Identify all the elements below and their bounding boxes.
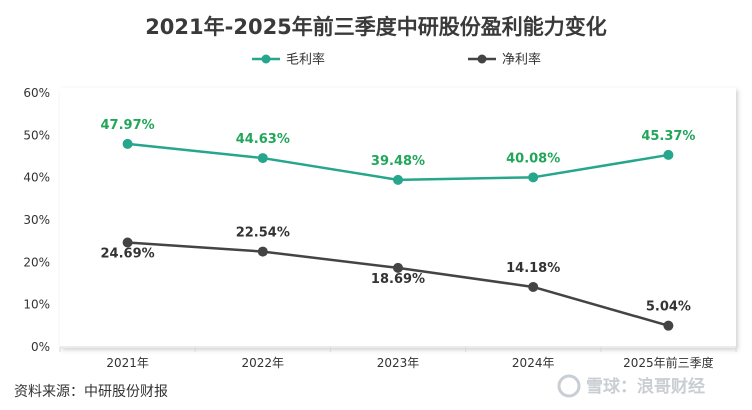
- data-point-net-margin[interactable]: [257, 246, 268, 257]
- watermark-text: 雪球：浪哥财经: [586, 376, 705, 397]
- chart-title: 2021年-2025年前三季度中研股份盈利能力变化: [145, 15, 607, 39]
- legend-label-gross-margin: 毛利率: [286, 52, 325, 68]
- data-label-gross-margin: 39.48%: [371, 154, 425, 169]
- data-labels: 47.97% 44.63% 39.48% 40.08% 45.37% 24.69% 22.5…: [101, 118, 696, 315]
- data-label-net-margin: 24.69%: [101, 246, 155, 261]
- watermark-logo-icon: [557, 374, 581, 398]
- y-tick-label: 0%: [31, 340, 50, 354]
- data-label-gross-margin: 45.37%: [641, 129, 695, 144]
- series-layer: [122, 138, 674, 331]
- y-axis: 0% 10% 20% 30% 40% 50% 60%: [23, 86, 50, 354]
- data-point-net-margin[interactable]: [528, 281, 539, 292]
- y-tick-label: 20%: [23, 255, 50, 269]
- y-tick-label: 30%: [23, 213, 50, 227]
- data-label-gross-margin: 40.08%: [506, 151, 560, 166]
- data-label-gross-margin: 47.97%: [101, 118, 155, 133]
- y-tick-label: 10%: [23, 298, 50, 312]
- watermark: 雪球：浪哥财经: [557, 374, 705, 398]
- data-point-net-margin[interactable]: [393, 262, 403, 273]
- data-label-net-margin: 5.04%: [646, 300, 691, 315]
- legend: 毛利率 净利率: [252, 52, 541, 68]
- data-point-gross-margin[interactable]: [257, 153, 268, 164]
- data-label-net-margin: 22.54%: [236, 226, 290, 241]
- data-label-gross-margin: 44.63%: [236, 132, 290, 147]
- x-tick-label: 2025年前三季度: [623, 355, 714, 370]
- data-point-gross-margin[interactable]: [528, 172, 539, 183]
- x-axis: 2021年 2022年 2023年 2024年 2025年前三季度: [59, 346, 737, 370]
- x-tick-label: 2022年: [242, 356, 285, 370]
- x-tick-label: 2024年: [512, 356, 555, 370]
- y-tick-label: 40%: [23, 171, 50, 185]
- x-tick-label: 2021年: [106, 356, 149, 370]
- legend-marker-gross-margin: [261, 54, 271, 64]
- data-point-net-margin[interactable]: [663, 320, 674, 331]
- plot-area: [60, 88, 736, 348]
- source-note: 资料来源：中研股份财报: [14, 384, 168, 400]
- legend-marker-net-margin: [477, 54, 487, 64]
- y-tick-label: 60%: [23, 86, 50, 100]
- data-point-net-margin[interactable]: [122, 237, 133, 248]
- data-point-gross-margin[interactable]: [393, 174, 403, 185]
- y-tick-label: 50%: [23, 128, 50, 142]
- data-label-net-margin: 18.69%: [371, 272, 425, 287]
- x-tick-label: 2023年: [377, 356, 420, 370]
- legend-item-net-margin[interactable]: 净利率: [468, 52, 541, 68]
- legend-item-gross-margin[interactable]: 毛利率: [252, 52, 325, 68]
- legend-label-net-margin: 净利率: [502, 52, 541, 68]
- data-point-gross-margin[interactable]: [122, 138, 133, 149]
- data-point-gross-margin[interactable]: [663, 149, 674, 160]
- data-label-net-margin: 14.18%: [506, 261, 560, 276]
